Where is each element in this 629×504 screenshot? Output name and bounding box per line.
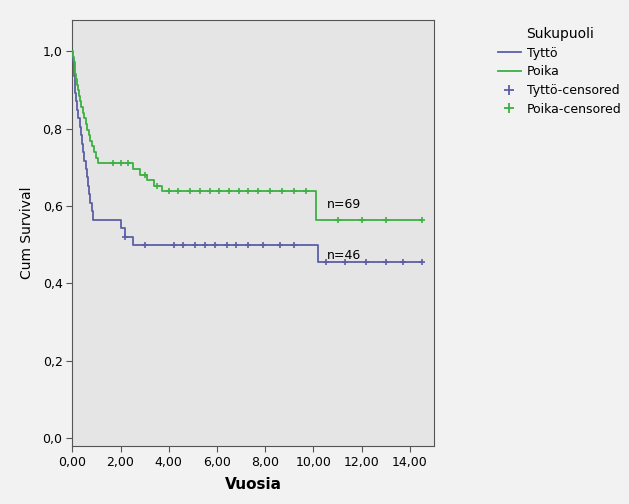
Text: n=69: n=69 — [326, 198, 361, 211]
Legend: Tyttö, Poika, Tyttö-censored, Poika-censored: Tyttö, Poika, Tyttö-censored, Poika-cens… — [493, 22, 626, 120]
Text: n=46: n=46 — [326, 249, 361, 263]
X-axis label: Vuosia: Vuosia — [225, 477, 282, 492]
Y-axis label: Cum Survival: Cum Survival — [20, 187, 34, 279]
